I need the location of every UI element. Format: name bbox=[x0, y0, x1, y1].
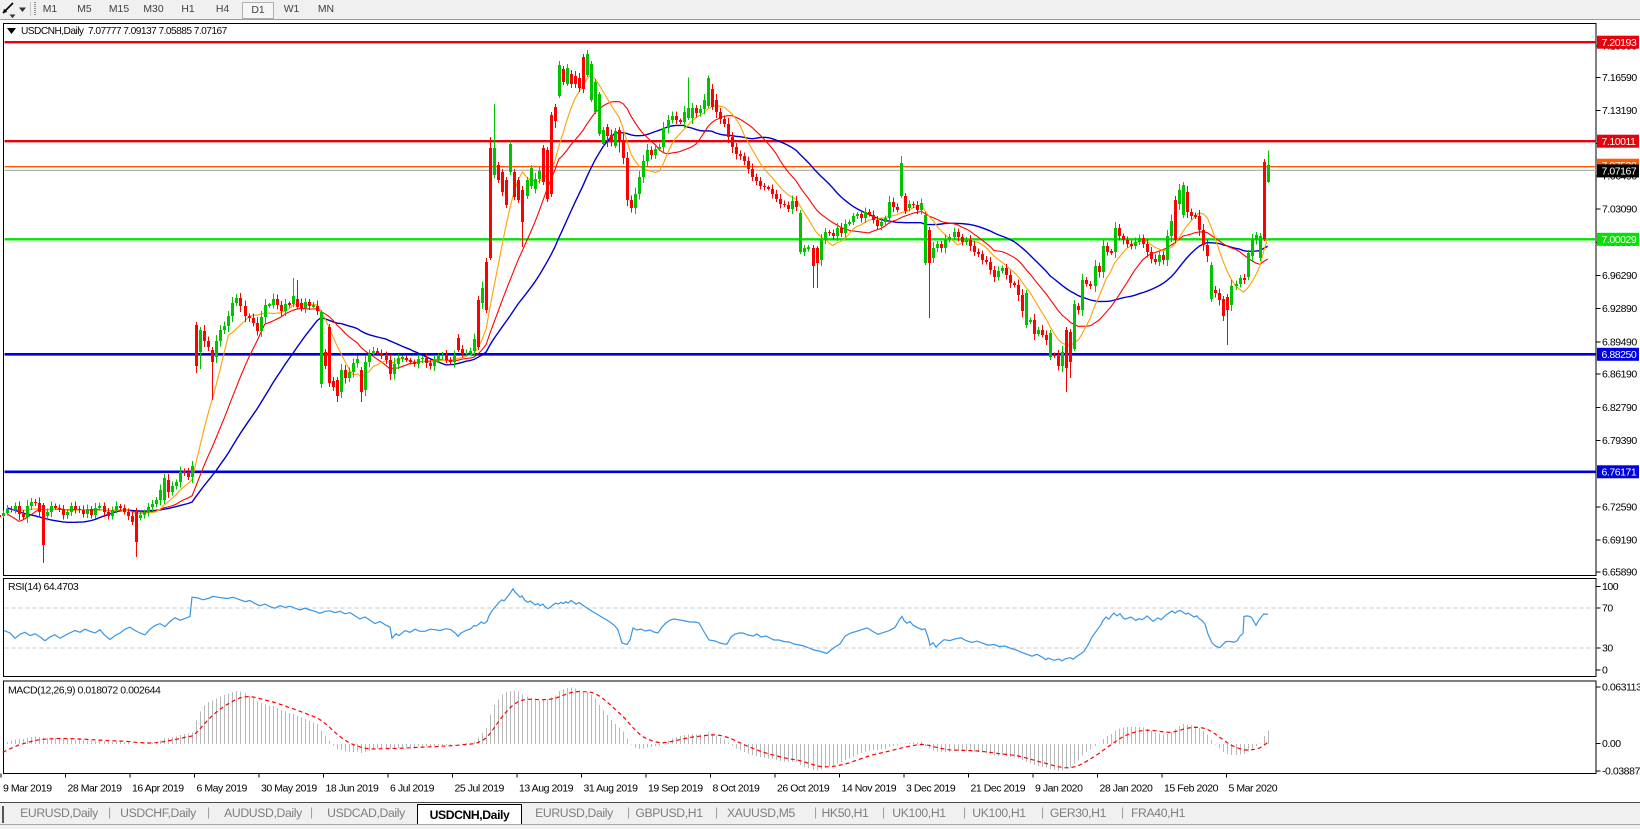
svg-text:30 May 2019: 30 May 2019 bbox=[261, 783, 317, 795]
svg-text:9 Mar 2019: 9 Mar 2019 bbox=[3, 783, 52, 795]
svg-text:5 Mar 2020: 5 Mar 2020 bbox=[1229, 783, 1278, 795]
svg-text:6.79390: 6.79390 bbox=[1602, 435, 1637, 447]
svg-text:7.13190: 7.13190 bbox=[1602, 105, 1637, 117]
svg-text:6.76171: 6.76171 bbox=[1602, 467, 1637, 479]
svg-text:0.063113: 0.063113 bbox=[1602, 682, 1640, 694]
svg-text:70: 70 bbox=[1602, 603, 1613, 615]
svg-text:25 Jul 2019: 25 Jul 2019 bbox=[455, 783, 505, 795]
svg-text:6.69190: 6.69190 bbox=[1602, 535, 1637, 547]
svg-text:6.96290: 6.96290 bbox=[1602, 270, 1637, 282]
svg-text:100: 100 bbox=[1602, 581, 1619, 593]
svg-text:USDCNH,Daily 7.07777 7.09137: USDCNH,Daily 7.07777 7.09137 7.05885 7.0… bbox=[21, 26, 228, 37]
svg-text:18 Jun 2019: 18 Jun 2019 bbox=[326, 783, 379, 795]
svg-text:8 Oct 2019: 8 Oct 2019 bbox=[713, 783, 760, 795]
svg-text:6.86190: 6.86190 bbox=[1602, 369, 1637, 381]
svg-text:6 Jul 2019: 6 Jul 2019 bbox=[390, 783, 435, 795]
svg-text:6.89490: 6.89490 bbox=[1602, 336, 1637, 348]
svg-text:3 Dec 2019: 3 Dec 2019 bbox=[906, 783, 956, 795]
svg-text:14 Nov 2019: 14 Nov 2019 bbox=[842, 783, 897, 795]
svg-text:16 Apr 2019: 16 Apr 2019 bbox=[132, 783, 184, 795]
svg-text:15 Feb 2020: 15 Feb 2020 bbox=[1164, 783, 1219, 795]
svg-text:7.07167: 7.07167 bbox=[1602, 166, 1637, 178]
svg-text:0: 0 bbox=[1602, 665, 1608, 677]
svg-text:7.20193: 7.20193 bbox=[1602, 37, 1637, 49]
svg-text:30: 30 bbox=[1602, 643, 1613, 655]
svg-text:26 Oct 2019: 26 Oct 2019 bbox=[777, 783, 830, 795]
svg-text:7.10011: 7.10011 bbox=[1602, 136, 1637, 148]
svg-text:6.92890: 6.92890 bbox=[1602, 303, 1637, 315]
svg-text:6.88250: 6.88250 bbox=[1602, 349, 1637, 361]
svg-text:6.72590: 6.72590 bbox=[1602, 501, 1637, 513]
svg-text:7.03090: 7.03090 bbox=[1602, 204, 1637, 216]
svg-text:13 Aug 2019: 13 Aug 2019 bbox=[519, 783, 574, 795]
svg-text:7.16590: 7.16590 bbox=[1602, 72, 1637, 84]
svg-text:RSI(14) 64.4703: RSI(14) 64.4703 bbox=[8, 581, 79, 593]
svg-text:7.00029: 7.00029 bbox=[1602, 234, 1637, 246]
svg-text:6 May 2019: 6 May 2019 bbox=[197, 783, 248, 795]
svg-text:MACD(12,26,9) 0.018072 0.00264: MACD(12,26,9) 0.018072 0.002644 bbox=[8, 685, 161, 697]
svg-text:31 Aug 2019: 31 Aug 2019 bbox=[584, 783, 639, 795]
svg-text:9 Jan 2020: 9 Jan 2020 bbox=[1035, 783, 1083, 795]
svg-text:6.65890: 6.65890 bbox=[1602, 567, 1637, 579]
svg-text:28 Jan 2020: 28 Jan 2020 bbox=[1100, 783, 1153, 795]
svg-text:19 Sep 2019: 19 Sep 2019 bbox=[648, 783, 703, 795]
svg-text:28 Mar 2019: 28 Mar 2019 bbox=[68, 783, 123, 795]
svg-text:6.82790: 6.82790 bbox=[1602, 402, 1637, 414]
svg-text:0.00: 0.00 bbox=[1602, 738, 1621, 750]
svg-text:21 Dec 2019: 21 Dec 2019 bbox=[971, 783, 1026, 795]
svg-text:-0.038872: -0.038872 bbox=[1602, 766, 1640, 778]
